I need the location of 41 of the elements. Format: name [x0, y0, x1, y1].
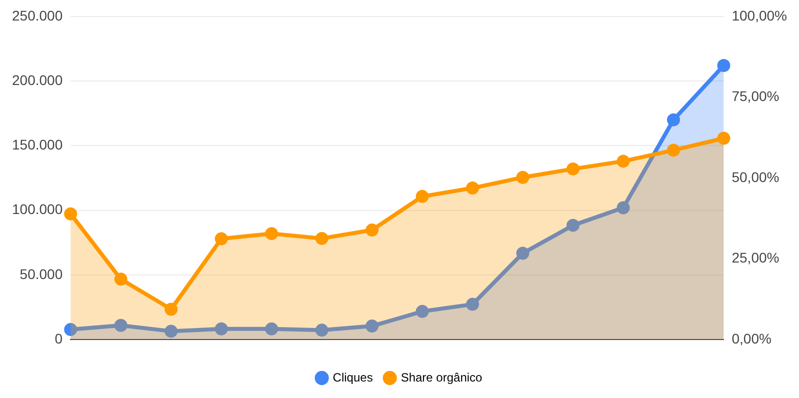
point: [416, 304, 429, 318]
point: [466, 182, 480, 195]
point: [566, 162, 580, 176]
point: [516, 246, 530, 260]
point: [616, 201, 630, 214]
point: [114, 318, 128, 332]
y2-tick-label: 100,00%: [732, 7, 788, 24]
y-tick-label: 250.000: [12, 7, 63, 24]
legend-label: Share orgânico: [400, 370, 483, 384]
point: [164, 302, 178, 316]
point: [666, 113, 680, 126]
point: [717, 132, 730, 145]
y2-tick-label: 25,00%: [732, 250, 780, 266]
point: [315, 324, 328, 337]
point: [164, 324, 178, 338]
point: [516, 170, 530, 184]
y-tick-label: 150.000: [12, 136, 63, 153]
point: [315, 232, 328, 245]
point: [214, 322, 228, 336]
point: [717, 59, 730, 72]
point: [366, 224, 379, 237]
y-tick-label: 100.000: [12, 201, 63, 218]
y-tick-label: 0: [54, 330, 63, 346]
point: [64, 323, 78, 336]
point: [265, 322, 278, 336]
y-tick-label: 200.000: [12, 72, 63, 88]
point: [666, 144, 680, 157]
point: [64, 207, 78, 220]
legend-label: Cliques: [332, 370, 373, 384]
y2-tick-label: 50,00%: [732, 168, 780, 185]
point: [214, 232, 228, 246]
y2-tick-label: 0,00%: [732, 330, 772, 346]
point: [466, 298, 480, 311]
point: [265, 227, 278, 240]
point: [616, 154, 630, 168]
y-tick-label: 50.000: [20, 266, 63, 282]
point: [114, 272, 128, 286]
y2-tick-label: 75,00%: [732, 88, 780, 104]
point: [566, 218, 580, 232]
point: [366, 320, 379, 333]
point: [416, 190, 429, 203]
